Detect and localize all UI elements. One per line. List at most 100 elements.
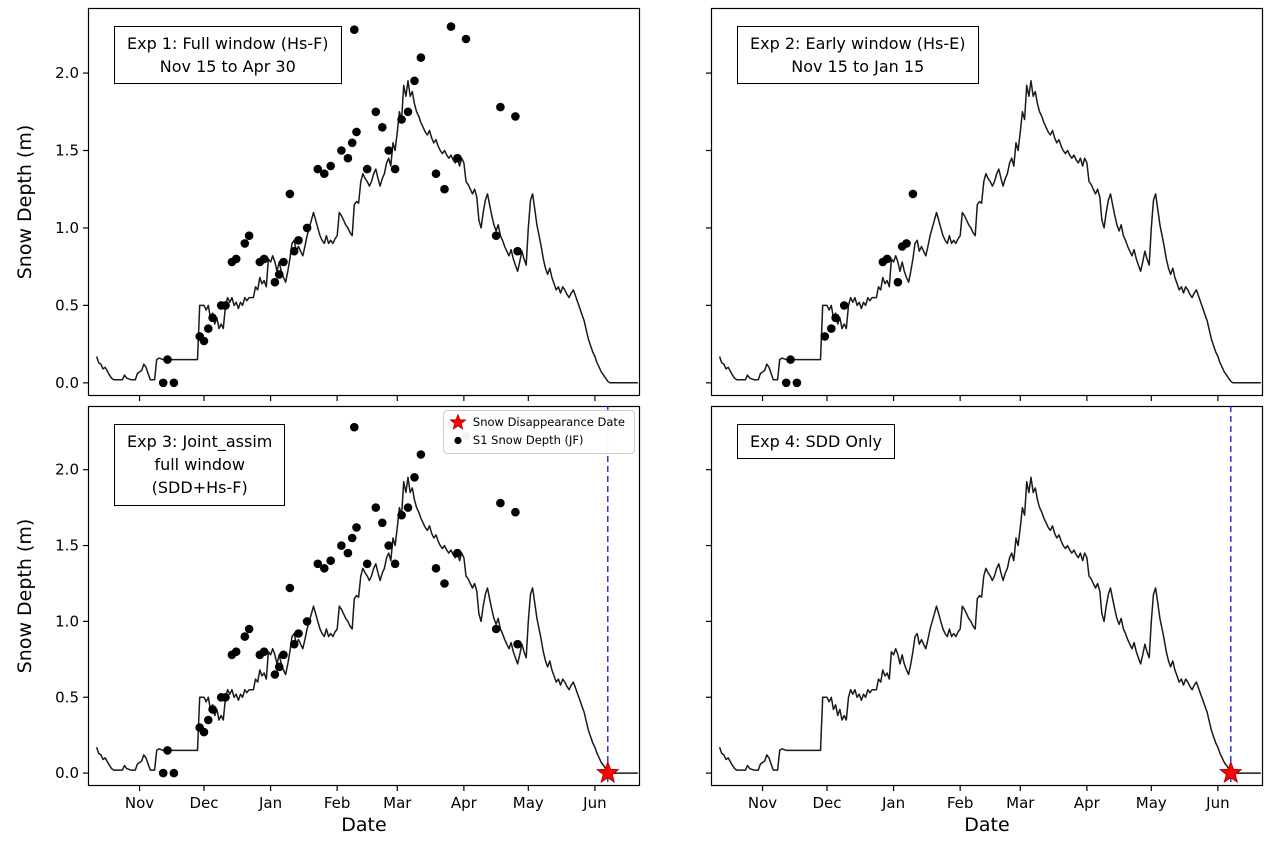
- x-tick-label: Nov: [748, 794, 777, 812]
- s1-observation-point: [204, 715, 213, 725]
- s1-observation-point: [403, 107, 413, 117]
- x-tick-label: Jun: [582, 794, 606, 812]
- s1-observation-point: [259, 254, 269, 264]
- s1-observation-point: [384, 146, 394, 155]
- s1-observation-point: [208, 313, 217, 323]
- y-axis-label-top-row: Snow Depth (m): [14, 124, 36, 280]
- annotation-box-exp2: Exp 2: Early window (Hs-E) Nov 15 to Jan …: [737, 26, 979, 85]
- s1-observation-point: [902, 239, 911, 248]
- s1-observation-point: [204, 324, 213, 333]
- s1-observation-point: [221, 301, 230, 310]
- plot-exp1: 0.0 0.5 1.0 1.5 2.0: [55, 7, 641, 401]
- s1-observation-point: [343, 548, 353, 558]
- s1-observation-point: [397, 510, 406, 520]
- s1-observation-point: [169, 768, 179, 778]
- s1-observation-point: [362, 164, 372, 174]
- x-axis-label-left: Date: [341, 814, 387, 836]
- s1-observation-point: [403, 503, 413, 512]
- s1-observation-point: [496, 102, 505, 112]
- s1-observation-point: [410, 473, 419, 482]
- s1-observation-point: [378, 518, 387, 528]
- s1-observation-point: [511, 507, 520, 517]
- x-tick-label: Nov: [125, 794, 154, 812]
- s1-observation-point: [440, 579, 449, 588]
- snow-depth-line: [95, 80, 638, 384]
- s1-observation-point: [270, 277, 280, 287]
- s1-observation-point: [371, 503, 381, 512]
- s1-observation-point: [893, 277, 903, 287]
- y-tick-label: 0.5: [55, 688, 79, 706]
- s1-observation-point: [163, 746, 172, 755]
- s1-observation-point: [513, 639, 522, 649]
- annotation-box-exp4: Exp 4: SDD Only: [737, 424, 896, 460]
- sdd-star-icon: [1218, 760, 1243, 784]
- s1-observation-point: [781, 378, 791, 388]
- s1-observation-point: [289, 639, 299, 649]
- s1-observation-point: [440, 184, 449, 194]
- s1-observation-point: [163, 355, 172, 364]
- s1-observation-point: [326, 161, 335, 171]
- s1-observation-point: [453, 548, 462, 558]
- sdd-star-icon: [595, 760, 620, 784]
- y-tick-label: 1.5: [55, 537, 79, 555]
- s1-observation-point: [158, 378, 168, 388]
- s1-observation-point: [347, 533, 357, 543]
- s1-observation-point: [378, 123, 387, 132]
- s1-observation-point: [908, 189, 918, 199]
- s1-observation-point: [390, 559, 400, 569]
- x-tick-label: Dec: [189, 794, 218, 812]
- s1-observation-point: [337, 541, 346, 550]
- x-tick-label: Feb: [324, 794, 351, 812]
- axes-frame: [87, 405, 641, 787]
- annotation-line: Nov 15 to Jan 15: [791, 57, 925, 77]
- plot-exp4: Nov Dec Jan Feb Mar Apr May Jun: [706, 405, 1264, 812]
- s1-observation-point: [279, 257, 288, 267]
- s1-observation-point: [384, 541, 394, 550]
- s1-observation-point: [431, 564, 441, 573]
- x-tick-label: Mar: [383, 794, 412, 812]
- s1-observation-point: [491, 231, 501, 240]
- s1-observation-point: [259, 647, 269, 656]
- s1-observation-point: [274, 662, 284, 672]
- snow-depth-line: [718, 476, 1261, 774]
- s1-observation-point: [302, 617, 312, 626]
- s1-observation-point: [491, 624, 501, 634]
- s1-observation-point: [289, 246, 299, 256]
- s1-observation-point: [199, 336, 209, 346]
- s1-observation-point: [513, 246, 522, 256]
- x-tick-label: Jun: [1205, 794, 1229, 812]
- s1-observation-point: [820, 332, 830, 341]
- x-tick-label: Jan: [258, 794, 282, 812]
- s1-observation-point: [839, 301, 849, 310]
- legend-label: Snow Disappearance Date: [472, 415, 625, 429]
- x-tick-label: May: [1136, 794, 1167, 812]
- s1-observation-point: [313, 559, 323, 569]
- s1-observation-point: [279, 650, 288, 660]
- s1-observation-point: [350, 25, 359, 34]
- s1-observation-point: [371, 107, 381, 117]
- x-tick-label: May: [513, 794, 544, 812]
- panel-exp2: Exp 2: Early window (Hs-E) Nov 15 to Jan …: [706, 7, 1264, 401]
- axes-frame: [710, 405, 1264, 787]
- annotation-line: Exp 1: Full window (Hs-F): [127, 34, 329, 53]
- legend: Snow Disappearance Date S1 Snow Depth (JF…: [442, 410, 635, 454]
- s1-observation-point: [231, 647, 241, 656]
- s1-observation-point: [882, 254, 892, 264]
- axes-frame: [87, 7, 641, 397]
- y-tick-label: 0.5: [55, 296, 79, 314]
- axes-frame: [710, 7, 1264, 397]
- x-tick-label: Apr: [1074, 794, 1101, 812]
- s1-observation-point: [244, 624, 254, 634]
- panel-exp3: Nov Dec Jan Feb Mar Apr May Jun 0.0 0.5 1.0 1.5 2.0 …: [55, 405, 641, 812]
- x-axis-label-right: Date: [964, 814, 1010, 836]
- s1-observation-point: [827, 324, 836, 333]
- s1-observation-point: [285, 583, 295, 593]
- s1-observation-point: [285, 189, 295, 199]
- annotation-box-exp1: Exp 1: Full window (Hs-F) Nov 15 to Apr 3…: [114, 26, 342, 85]
- x-tick-label: Mar: [1006, 794, 1035, 812]
- s1-observation-point: [158, 768, 168, 778]
- s1-observation-point: [320, 564, 329, 573]
- annotation-line: Exp 3: Joint_assim: [127, 432, 273, 451]
- s1-observation-point: [337, 146, 346, 155]
